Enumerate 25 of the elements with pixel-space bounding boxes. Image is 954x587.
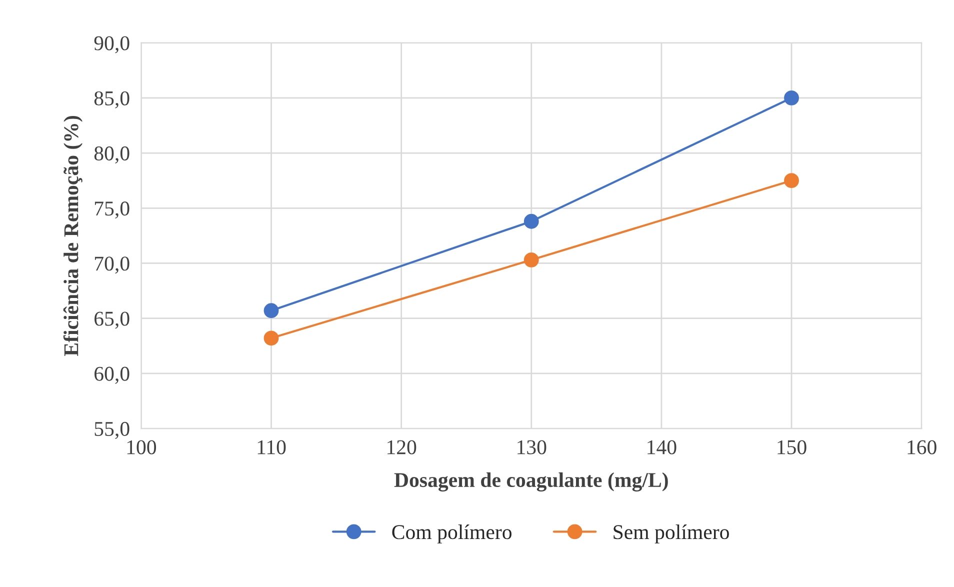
point [524, 252, 539, 268]
legend-label: Com polímero [392, 524, 512, 544]
y-tick-label: 80,0 [94, 146, 130, 164]
y-tick-label: 60,0 [94, 366, 130, 384]
x-tick-label: 130 [518, 440, 546, 454]
legend-label: Sem polímero [614, 524, 729, 544]
x-tick-label: 120 [388, 440, 416, 454]
y-tick-label: 90,0 [94, 36, 130, 54]
y-tick-label: 55,0 [94, 422, 130, 439]
y-tick-label: 65,0 [94, 312, 130, 329]
x-tick-label: 150 [778, 440, 806, 454]
x-tick-label: 140 [648, 440, 676, 454]
x-tick-label: 110 [258, 440, 286, 454]
y-tick-label: 70,0 [94, 256, 130, 274]
y-tick-label: 85,0 [94, 91, 130, 108]
point [264, 303, 279, 318]
y-axis-title: Eficiência de Remoção (%) [63, 116, 83, 356]
y-tick-label: 75,0 [94, 202, 130, 219]
point [784, 173, 799, 188]
x-tick-label: 100 [127, 440, 156, 454]
x-tick-label: 160 [908, 440, 936, 454]
point [784, 90, 799, 106]
point [524, 214, 539, 229]
x-axis-title: Dosagem de coagulante (mg/L) [394, 472, 668, 492]
point [264, 330, 279, 346]
